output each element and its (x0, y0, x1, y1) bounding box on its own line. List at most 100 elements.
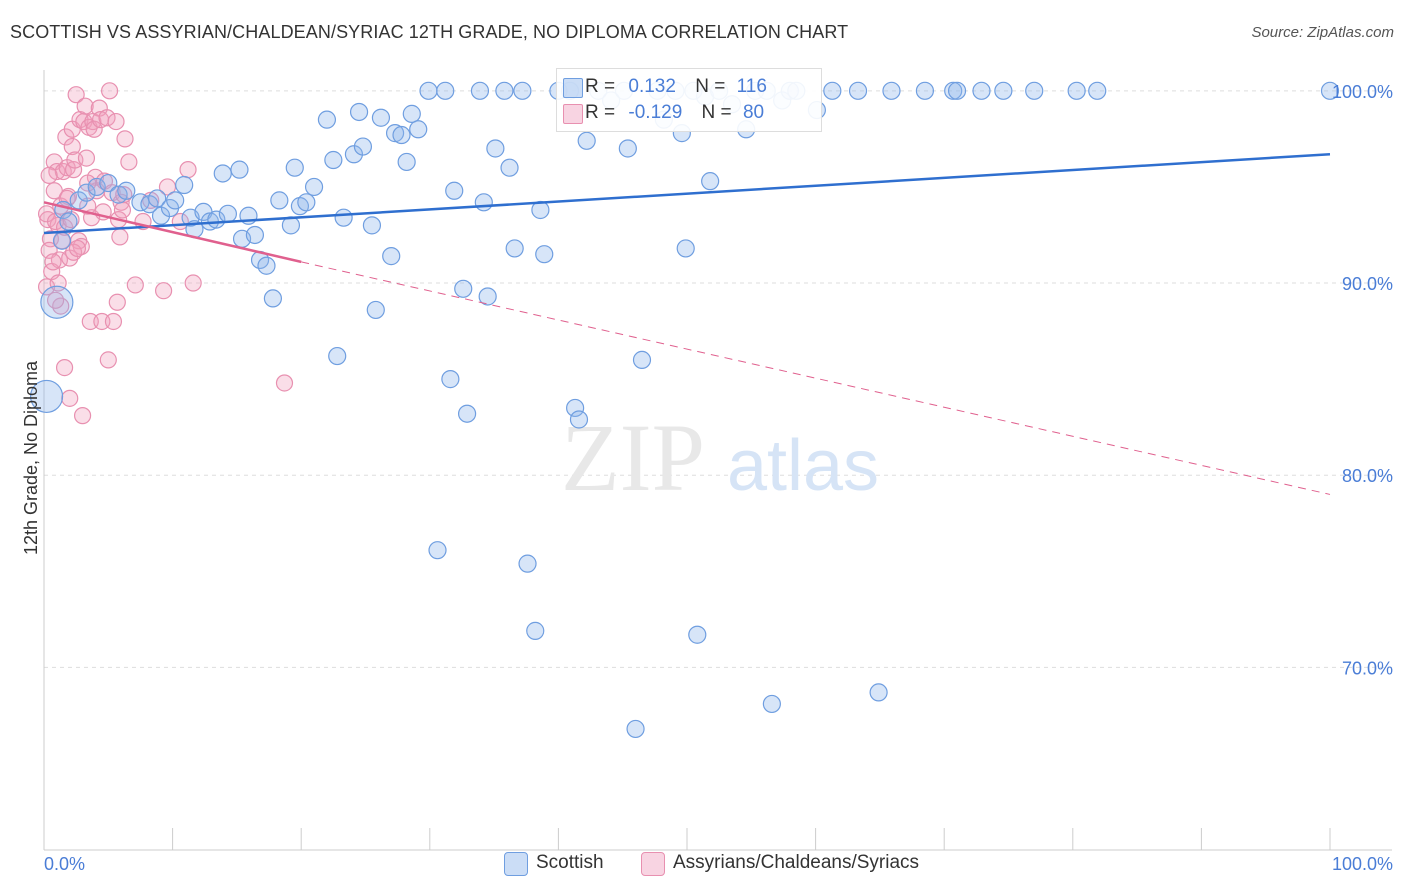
y-tick-label: 90.0% (1342, 274, 1393, 294)
assyrian-point (100, 82, 119, 100)
scottish-point (1067, 81, 1086, 100)
scottish-point (166, 191, 185, 210)
assyrian-point (50, 251, 69, 269)
scottish-point (353, 137, 373, 156)
assyrian-point (275, 374, 294, 392)
watermark-zip: ZIP (561, 404, 705, 511)
scottish-swatch (563, 78, 583, 98)
scottish-point (385, 124, 405, 143)
scottish-point (257, 256, 276, 275)
assyrian-point (40, 166, 58, 184)
scottish-point (99, 173, 118, 193)
assyrian-point (126, 276, 144, 294)
assyrian-point (68, 239, 87, 258)
scottish-point (148, 189, 167, 208)
scottish-point (245, 225, 265, 245)
scottish-point (518, 554, 537, 573)
y-tick-label: 100.0% (1332, 82, 1393, 102)
axes (43, 70, 1392, 851)
assyrian-r-value: -0.129 (628, 102, 683, 123)
scottish-point (762, 694, 781, 714)
assyrian-point (46, 291, 65, 309)
scottish-point (362, 216, 382, 235)
scottish-point (218, 204, 237, 223)
chart-title: SCOTTISH VS ASSYRIAN/CHALDEAN/SYRIAC 12T… (10, 22, 849, 42)
scottish-point (478, 287, 497, 306)
scottish-point (428, 541, 447, 560)
assyrian-point (76, 97, 94, 115)
scottish-point (823, 81, 842, 100)
scottish-point (569, 410, 589, 429)
assyrian-point (99, 351, 117, 369)
scottish-point (486, 139, 505, 158)
assyrian-point (85, 120, 103, 138)
scottish-n-value: 116 (736, 76, 767, 97)
scottish-point (1088, 81, 1107, 100)
assyrian-point (184, 274, 202, 292)
scottish-point (436, 81, 455, 100)
scottish-point (29, 379, 64, 414)
scottish-point (328, 346, 347, 366)
scottish-point (944, 81, 963, 100)
scottish-point (994, 81, 1013, 100)
scottish-point (513, 81, 532, 100)
scottish-point (869, 683, 888, 702)
assyrian-point (104, 312, 123, 331)
scottish-point (419, 81, 438, 100)
assyrian-point (108, 293, 126, 311)
assyrian-trend-line (43, 201, 302, 264)
assyrian-r-label: R = (585, 102, 616, 123)
scottish-point (454, 279, 473, 298)
scottish-point (500, 158, 519, 177)
assyrian-point (73, 407, 92, 425)
trend-lines (43, 153, 1331, 495)
scottish-point (230, 160, 249, 179)
assyrian-point (44, 253, 62, 271)
scottish-point (334, 208, 353, 227)
scottish-point (397, 152, 416, 172)
scottish-point (577, 131, 596, 150)
scottish-point (441, 370, 460, 389)
scottish-point (77, 183, 96, 202)
scottish-point (402, 104, 421, 123)
watermark: ZIP atlas (561, 404, 879, 511)
scottish-point (409, 120, 428, 139)
scottish-point (371, 108, 391, 127)
assyrian-point (61, 389, 79, 407)
scottish-point (1320, 81, 1340, 100)
scottish-point (366, 300, 385, 320)
assyrian-point (120, 153, 138, 171)
assyrian-point (77, 149, 96, 167)
scottish-point (676, 239, 695, 258)
scottish-point (349, 102, 369, 122)
scottish-point (915, 81, 935, 100)
scottish-point (117, 181, 136, 200)
y-tick-label: 80.0% (1342, 466, 1393, 486)
scottish-point (263, 289, 283, 308)
assyrian-swatch (563, 104, 583, 124)
scottish-point (382, 247, 401, 266)
scottish-point (457, 404, 477, 423)
scottish-point (882, 81, 901, 100)
scottish-r-value: 0.132 (628, 76, 676, 97)
assyrian-point (107, 112, 125, 131)
scottish-point (175, 175, 194, 195)
scottish-point (52, 231, 72, 250)
assyrian-point (154, 282, 173, 300)
grid-lines (44, 90, 1392, 668)
scottish-n-label: N = (695, 76, 726, 97)
scottish-point (505, 239, 524, 258)
scottish-point (688, 625, 707, 644)
scottish-point (470, 81, 490, 100)
scottish-point (69, 191, 88, 210)
y-axis-title: 12th Grade, No Diploma (21, 360, 41, 555)
scottish-point (495, 81, 514, 100)
legend-assyrian-swatch (641, 852, 665, 876)
scottish-point (270, 191, 289, 210)
scottish-point (526, 621, 545, 640)
stats-legend: R = 0.132 N = 116 R = -0.129 N = 80 (556, 68, 822, 132)
scottish-point (618, 139, 637, 158)
scottish-point (87, 177, 106, 197)
assyrian-point (55, 358, 74, 377)
scottish-point (392, 125, 411, 145)
